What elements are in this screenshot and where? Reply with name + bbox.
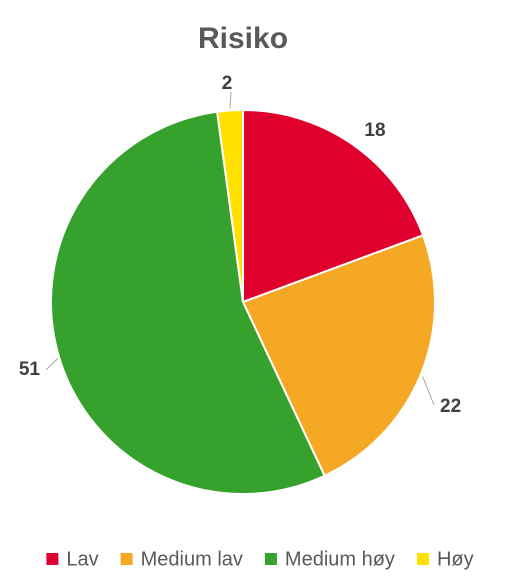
- legend-swatch-lav: [46, 553, 59, 565]
- leader-lines: [45, 91, 435, 406]
- legend-label-hoy: Høy: [437, 548, 474, 570]
- data-label-lav: 18: [364, 120, 385, 141]
- legend-swatch-hoy: [416, 553, 429, 565]
- pie-slices: [49, 108, 436, 495]
- legend-item-medium-lav: Medium lav: [120, 548, 243, 570]
- legend-label-medium-hoy: Medium høy: [285, 548, 395, 570]
- leader-line-medium-lav: [422, 376, 435, 406]
- legend-swatch-medium-hoy: [264, 553, 277, 565]
- legend-label-medium-lav: Medium lav: [141, 548, 243, 570]
- legend-item-medium-hoy: Medium høy: [264, 548, 395, 570]
- pie-slice-medium-hoy: [49, 110, 326, 495]
- data-label-medium-hoy: 51: [19, 359, 41, 380]
- pie-slice-lav: [242, 108, 425, 304]
- pie-slice-medium-lav: [241, 234, 436, 478]
- chart-title: Risiko: [198, 22, 288, 55]
- data-label-hoy: 2: [222, 73, 233, 94]
- legend-swatch-medium-lav: [120, 553, 133, 565]
- data-label-medium-lav: 22: [440, 396, 461, 417]
- legend-label-lav: Lav: [66, 548, 98, 570]
- leader-line-hoy: [229, 91, 232, 109]
- leader-line-medium-hoy: [45, 358, 59, 371]
- pie-slice-hoy: [216, 108, 244, 303]
- legend: Lav Medium lav Medium høy Høy: [46, 548, 474, 570]
- legend-item-hoy: Høy: [416, 548, 474, 570]
- legend-item-lav: Lav: [46, 548, 99, 570]
- data-labels: 18 22 51 2: [19, 73, 461, 417]
